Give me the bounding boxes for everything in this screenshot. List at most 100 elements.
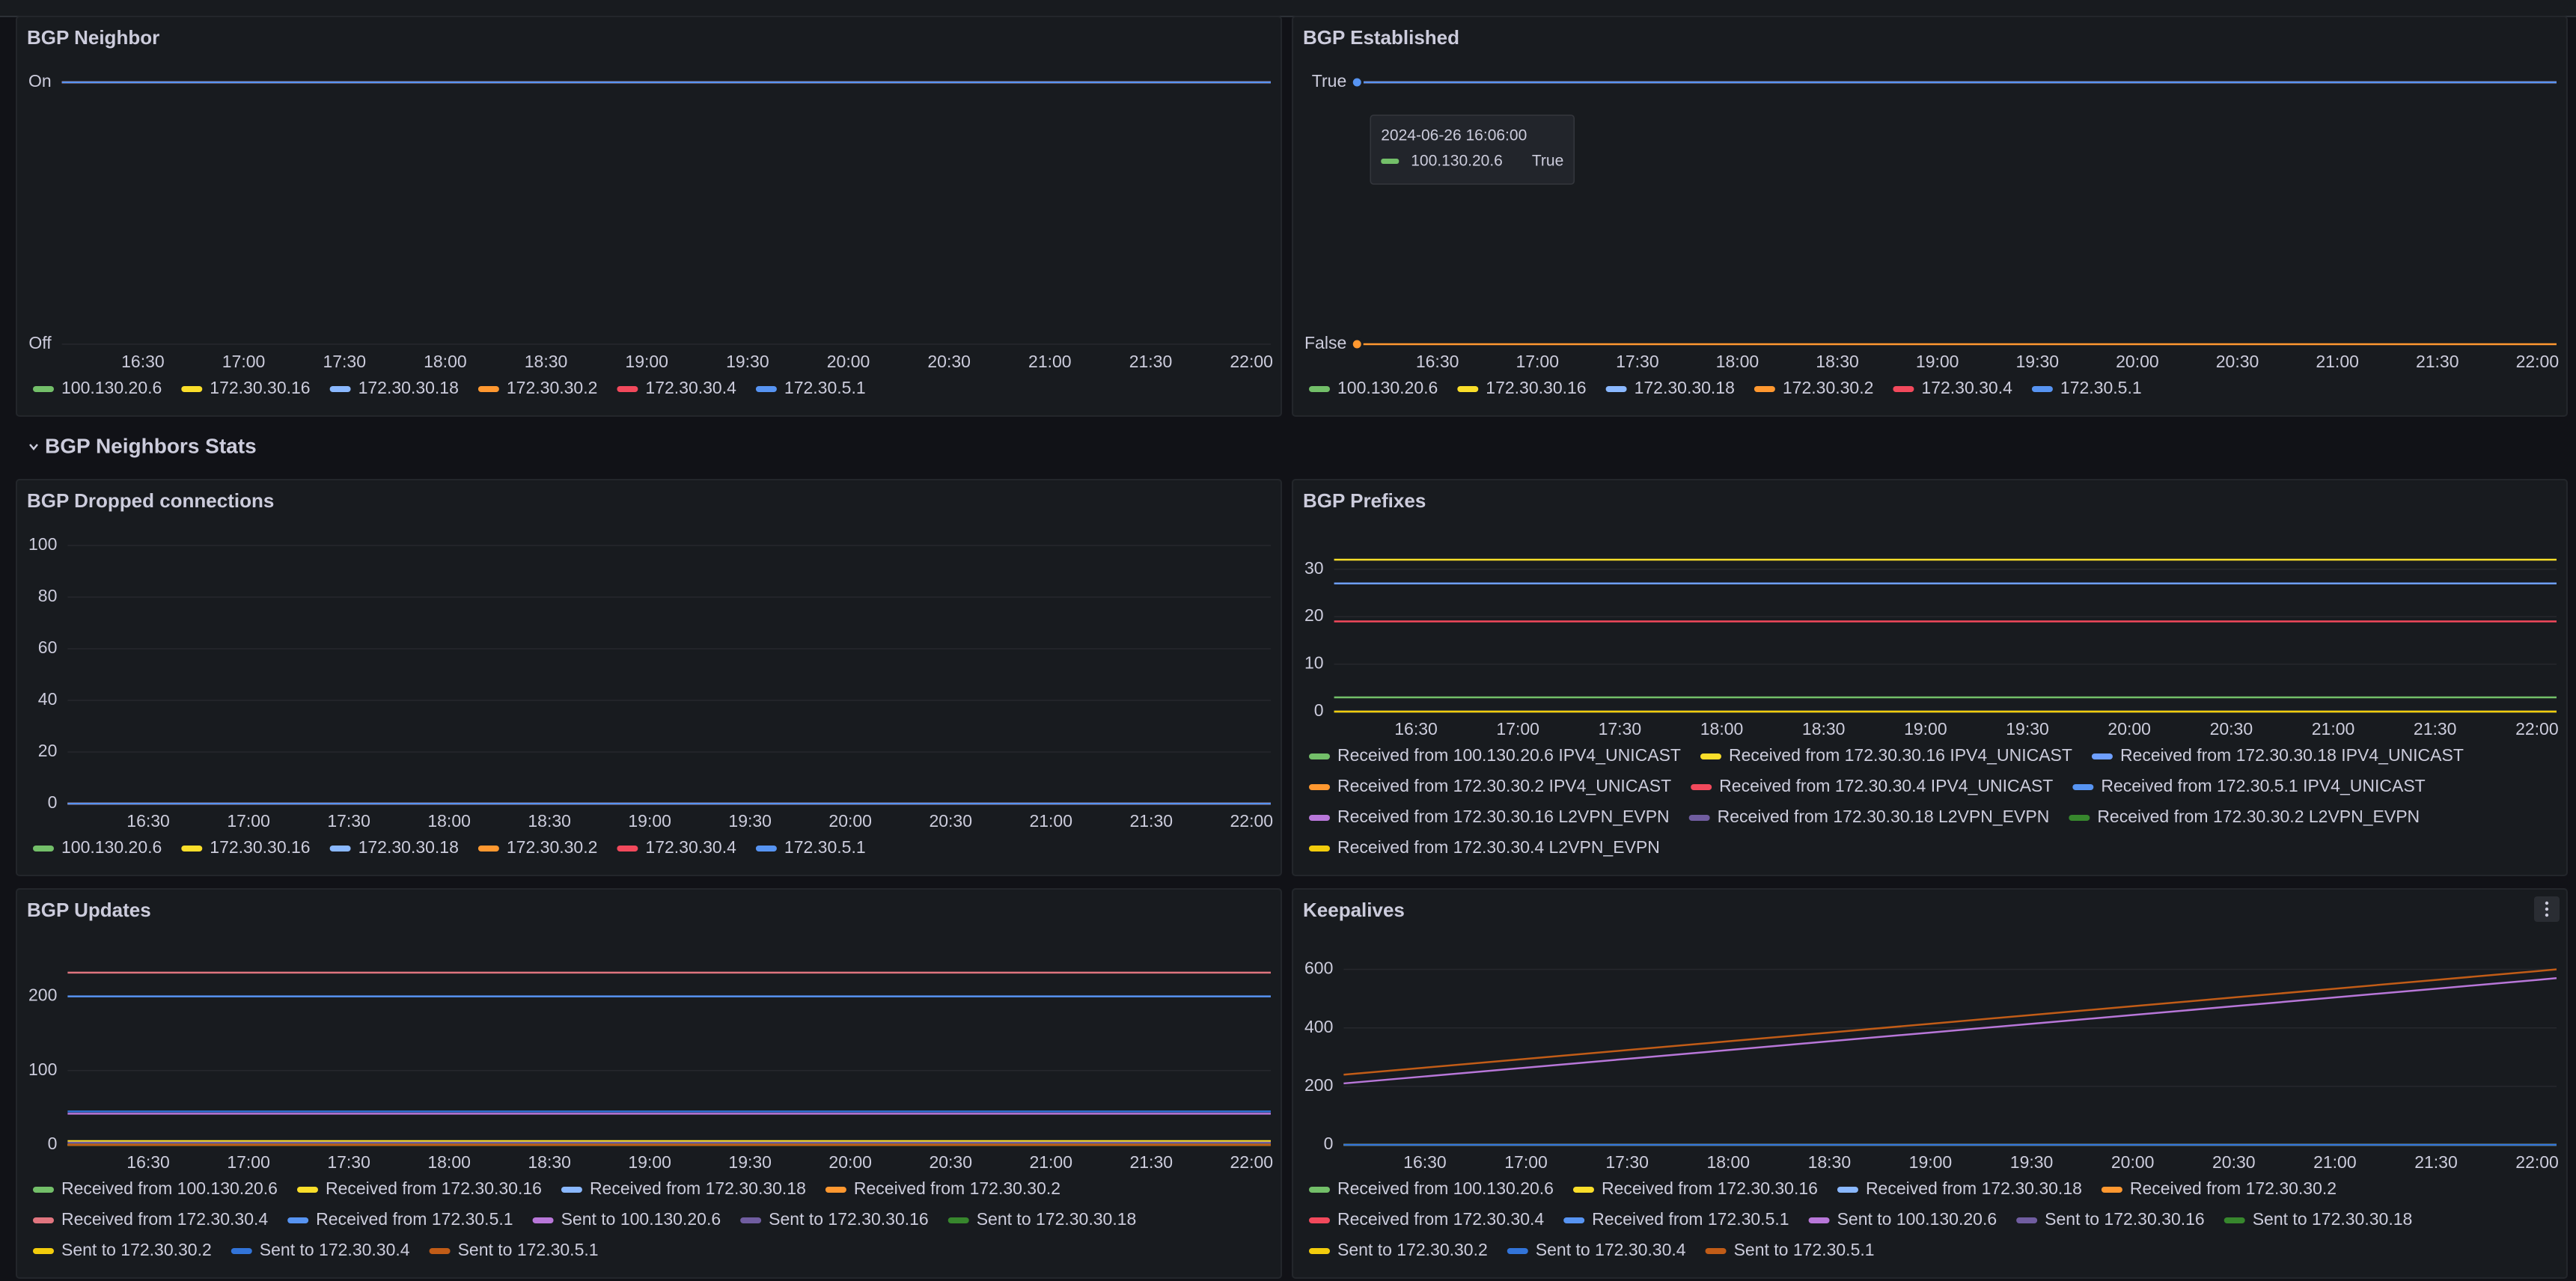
y-tick-label: 0 <box>48 792 58 812</box>
legend-label[interactable]: Received from 172.30.30.18 <box>1866 1178 2082 1198</box>
legend-label[interactable]: Received from 172.30.30.2 L2VPN_EVPN <box>2097 807 2420 826</box>
legend-label[interactable]: 172.30.30.2 <box>507 837 598 857</box>
legend-marker <box>2016 1217 2037 1223</box>
legend-label[interactable]: 172.30.5.1 <box>784 837 866 857</box>
x-tick-label: 18:00 <box>427 811 471 831</box>
x-tick-label: 17:00 <box>227 1152 270 1172</box>
legend-label[interactable]: Received from 100.130.20.6 IPV4_UNICAST <box>1337 745 1681 765</box>
legend-label[interactable]: Received from 172.30.30.2 <box>854 1178 1060 1198</box>
legend-label[interactable]: 172.30.30.4 <box>645 378 736 397</box>
x-tick-label: 17:30 <box>327 1152 370 1172</box>
legend-label[interactable]: 172.30.30.4 <box>645 837 736 857</box>
panel-menu-dot[interactable] <box>2545 908 2548 911</box>
x-tick-label: 20:00 <box>2111 1152 2155 1172</box>
legend-marker <box>1309 1248 1330 1254</box>
legend-label[interactable]: 172.30.30.4 <box>1921 378 2012 397</box>
legend-label[interactable]: Sent to 100.130.20.6 <box>561 1209 721 1229</box>
x-tick-label: 18:30 <box>1802 719 1846 739</box>
x-tick-label: 21:30 <box>2414 719 2457 739</box>
legend-label[interactable]: Received from 172.30.30.18 L2VPN_EVPN <box>1718 807 2050 826</box>
legend-label[interactable]: 172.30.30.18 <box>358 837 459 857</box>
x-tick-label: 20:00 <box>827 352 870 371</box>
legend-label[interactable]: Received from 172.30.5.1 <box>1592 1209 1789 1229</box>
x-tick-label: 17:30 <box>327 811 370 831</box>
legend-label[interactable]: Received from 172.30.30.4 IPV4_UNICAST <box>1719 776 2053 795</box>
legend-label[interactable]: Sent to 172.30.30.16 <box>769 1209 929 1229</box>
x-tick-label: 22:00 <box>2516 352 2560 371</box>
legend-marker <box>330 386 351 392</box>
legend-label[interactable]: 172.30.30.16 <box>1486 378 1586 397</box>
legend-label[interactable]: Received from 172.30.30.18 IPV4_UNICAST <box>2120 745 2464 765</box>
x-tick-label: 20:30 <box>2212 1152 2256 1172</box>
legend-marker <box>1809 1217 1830 1223</box>
legend-label[interactable]: 100.130.20.6 <box>61 378 162 397</box>
legend-label[interactable]: Received from 172.30.30.16 <box>1602 1178 1818 1198</box>
legend-label[interactable]: Sent to 172.30.5.1 <box>1734 1240 1875 1259</box>
row-title[interactable]: BGP Neighbors Stats <box>45 434 257 457</box>
x-tick-label: 19:00 <box>1916 352 1959 371</box>
x-tick-label: 20:30 <box>2210 719 2253 739</box>
x-tick-label: 19:00 <box>1904 719 1947 739</box>
legend-label[interactable]: Received from 172.30.30.4 <box>61 1209 268 1229</box>
x-tick-label: 21:30 <box>1129 1152 1173 1172</box>
y-tick-label: 80 <box>38 586 58 605</box>
legend-label[interactable]: Received from 172.30.30.16 L2VPN_EVPN <box>1337 807 1670 826</box>
legend-label[interactable]: Received from 172.30.30.16 IPV4_UNICAST <box>1729 745 2072 765</box>
y-tick-label: 600 <box>1304 959 1333 978</box>
legend-label[interactable]: 172.30.5.1 <box>2060 378 2142 397</box>
legend-label[interactable]: Sent to 172.30.30.4 <box>260 1240 410 1259</box>
legend-marker <box>948 1217 969 1223</box>
legend-label[interactable]: Received from 172.30.5.1 IPV4_UNICAST <box>2101 776 2425 795</box>
legend-label[interactable]: Sent to 172.30.30.2 <box>61 1240 212 1259</box>
legend-label[interactable]: Sent to 172.30.30.16 <box>2045 1209 2205 1229</box>
x-tick-label: 20:00 <box>828 811 872 831</box>
legend-label[interactable]: Sent to 172.30.5.1 <box>458 1240 599 1259</box>
panel-title: Keepalives <box>1303 899 1405 921</box>
legend-label[interactable]: 172.30.30.2 <box>507 378 598 397</box>
legend-label[interactable]: Received from 172.30.30.2 <box>2130 1178 2337 1198</box>
legend-label[interactable]: 172.30.5.1 <box>784 378 866 397</box>
legend-label[interactable]: Sent to 172.30.30.18 <box>2253 1209 2413 1229</box>
legend-marker <box>2224 1217 2245 1223</box>
legend-marker <box>2072 784 2093 790</box>
legend-label[interactable]: Received from 172.30.30.4 <box>1337 1209 1544 1229</box>
legend-label[interactable]: Sent to 172.30.30.18 <box>977 1209 1137 1229</box>
legend-label[interactable]: 100.130.20.6 <box>61 837 162 857</box>
legend-marker <box>1700 753 1721 759</box>
x-tick-label: 16:30 <box>1403 1152 1447 1172</box>
legend-label[interactable]: Sent to 172.30.30.2 <box>1337 1240 1488 1259</box>
panel-menu-dot[interactable] <box>2545 902 2548 905</box>
x-tick-label: 18:00 <box>1700 719 1744 739</box>
legend-label[interactable]: Received from 100.130.20.6 <box>61 1178 278 1198</box>
legend-marker <box>1309 1187 1330 1193</box>
legend-label[interactable]: Received from 172.30.30.2 IPV4_UNICAST <box>1337 776 1671 795</box>
legend-marker <box>181 386 202 392</box>
y-tick-label: 0 <box>1324 1134 1334 1153</box>
legend-label[interactable]: Received from 172.30.5.1 <box>316 1209 513 1229</box>
legend-label[interactable]: Received from 172.30.30.18 <box>590 1178 806 1198</box>
legend-marker <box>1606 386 1627 392</box>
legend-label[interactable]: 172.30.30.2 <box>1783 378 1874 397</box>
x-tick-label: 20:30 <box>927 352 971 371</box>
x-tick-label: 19:00 <box>1909 1152 1953 1172</box>
panel-menu-dot[interactable] <box>2545 914 2548 917</box>
y-tick-label: 0 <box>1314 700 1324 720</box>
legend-label[interactable]: 100.130.20.6 <box>1337 378 1438 397</box>
legend-marker <box>478 846 499 852</box>
legend-label[interactable]: 172.30.30.18 <box>1635 378 1735 397</box>
x-tick-label: 21:00 <box>2316 352 2359 371</box>
legend-marker <box>756 846 777 852</box>
x-tick-label: 20:30 <box>929 1152 972 1172</box>
legend-label[interactable]: 172.30.30.16 <box>210 378 310 397</box>
hover-point <box>1352 339 1362 349</box>
legend-label[interactable]: Sent to 172.30.30.4 <box>1536 1240 1686 1259</box>
legend-label[interactable]: Received from 100.130.20.6 <box>1337 1178 1554 1198</box>
legend-label[interactable]: Sent to 100.130.20.6 <box>1837 1209 1997 1229</box>
legend-label[interactable]: Received from 172.30.30.4 L2VPN_EVPN <box>1337 837 1660 857</box>
legend-label[interactable]: 172.30.30.18 <box>358 378 459 397</box>
legend-label[interactable]: Received from 172.30.30.16 <box>326 1178 542 1198</box>
legend-label[interactable]: 172.30.30.16 <box>210 837 310 857</box>
row-chevron[interactable] <box>30 444 37 449</box>
x-tick-label: 17:00 <box>1496 719 1539 739</box>
